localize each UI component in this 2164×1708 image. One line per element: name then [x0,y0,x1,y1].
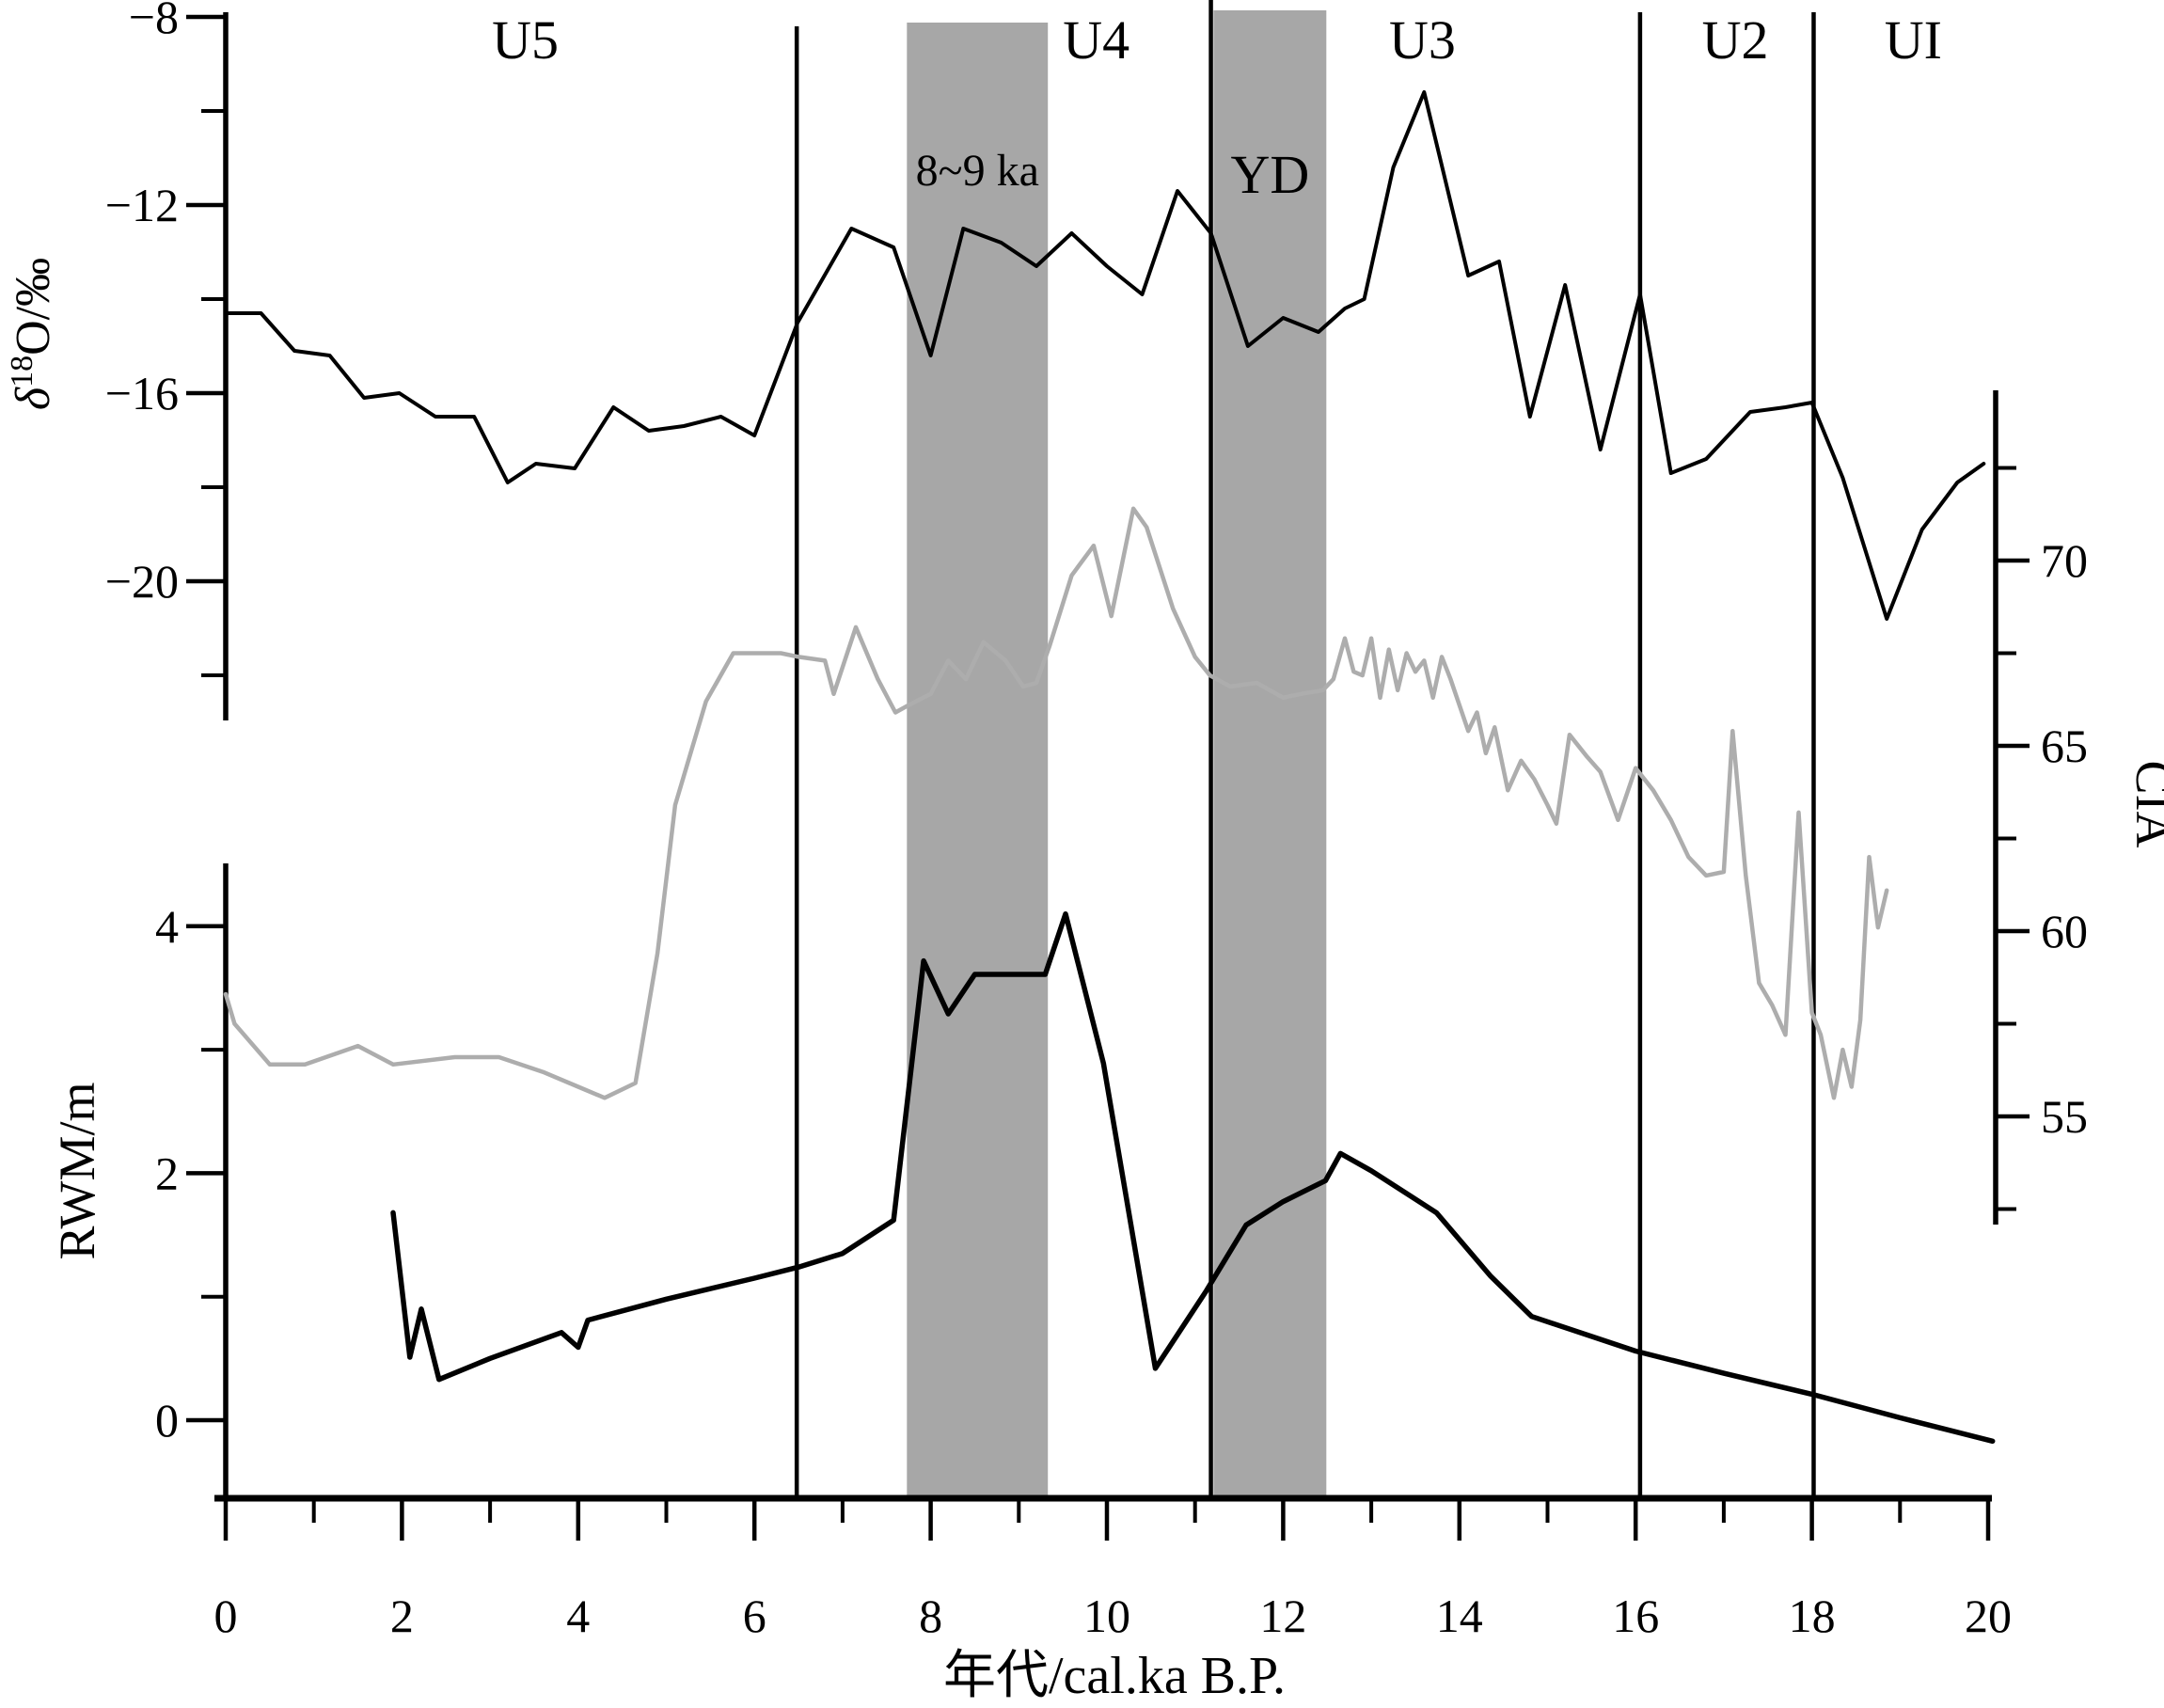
x-tick-label: 18 [1789,1589,1836,1642]
d18o-axis-title: δ18O/‰ [5,258,61,410]
cia-tick-label: 60 [2041,905,2088,957]
x-tick-label: 10 [1083,1589,1130,1642]
x-tick-label: 16 [1612,1589,1659,1642]
event-band-yd [1213,10,1327,1498]
cia-tick-label: 70 [2041,534,2088,587]
cia-axis-title: CIA [2125,761,2164,848]
series-delta-18-o [224,90,1986,621]
rwm-tick-label: 2 [155,1147,179,1199]
zone-label-ui: UI [1885,9,1942,71]
zone-label-u2: U2 [1702,9,1769,71]
band-label-8-9ka: 8~9 ka [916,146,1039,196]
cia-tick-label: 65 [2041,720,2088,772]
x-tick-label: 2 [390,1589,414,1642]
x-tick-label: 4 [566,1589,590,1642]
d18o-tick-label: −12 [105,179,179,231]
x-tick-label: 12 [1259,1589,1306,1642]
series-cia [223,506,1889,1100]
rwm-axis-title: RWM/m [49,1082,105,1259]
x-tick-label: 20 [1965,1589,2012,1642]
series-rwm [390,910,1996,1445]
rwm-tick-label: 4 [155,900,179,953]
rwm-tick-label: 0 [155,1394,179,1447]
event-band-8-9ka [907,23,1049,1498]
x-tick-label: 0 [214,1589,238,1642]
x-axis-title: 年代/cal.ka B.P. [943,1647,1286,1705]
zone-label-u3: U3 [1389,9,1456,71]
zone-label-u5: U5 [492,9,559,71]
d18o-tick-label: −16 [105,367,179,419]
x-tick-label: 14 [1436,1589,1483,1642]
cia-tick-label: 55 [2041,1090,2088,1143]
band-label-yd: YD [1230,144,1309,205]
x-tick-label: 6 [743,1589,766,1642]
x-tick-label: 8 [919,1589,942,1642]
d18o-tick-label: −20 [105,555,179,608]
d18o-tick-label: −8 [129,0,179,43]
zone-label-u4: U4 [1063,9,1129,71]
